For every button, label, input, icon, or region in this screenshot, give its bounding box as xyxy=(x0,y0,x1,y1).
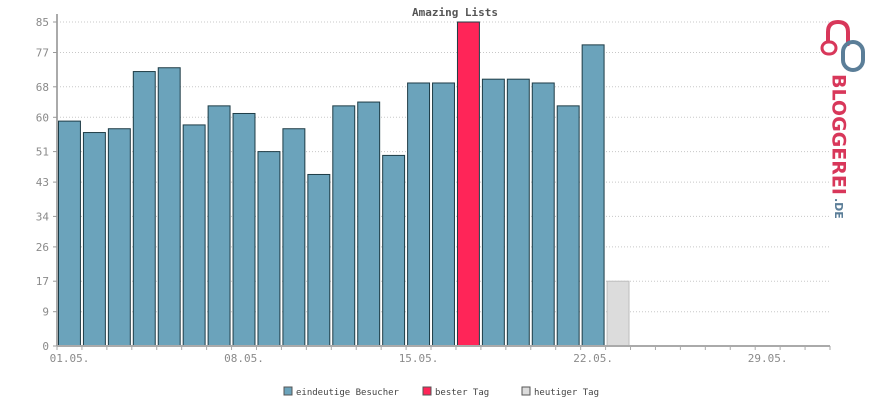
x-tick-label: 01.05. xyxy=(50,352,90,365)
y-tick-label: 43 xyxy=(36,176,49,189)
bar-best-day xyxy=(456,21,480,347)
bar-visitors xyxy=(481,78,505,347)
bar-visitors xyxy=(257,151,281,347)
bar-visitors xyxy=(232,112,256,347)
bar-visitors xyxy=(506,78,530,347)
y-tick-label: 0 xyxy=(42,340,49,353)
y-tick-label: 51 xyxy=(36,146,49,159)
bar-visitors xyxy=(282,128,306,347)
bar-visitors xyxy=(432,82,455,347)
legend: eindeutige Besucher bester Tag heutiger Ta… xyxy=(283,386,599,398)
bar-visitors xyxy=(107,128,131,347)
y-tick-label: 68 xyxy=(36,81,49,94)
x-axis-ticks: 01.05. 08.05. 15.05. 22.05. 29.05. xyxy=(50,346,831,365)
brand-domain-suffix: .DE xyxy=(832,198,845,219)
legend-swatch xyxy=(283,386,293,396)
x-tick-label: 08.05. xyxy=(224,352,264,365)
y-axis-ticks: 0 9 17 26 34 43 51 60 68 77 85 xyxy=(36,16,57,353)
y-tick-label: 60 xyxy=(36,111,49,124)
x-tick-label: 22.05. xyxy=(573,352,613,365)
y-tick-label: 9 xyxy=(42,306,49,319)
legend-label: eindeutige Besucher xyxy=(296,388,400,398)
y-tick-label: 17 xyxy=(36,275,49,288)
bar-visitors xyxy=(382,154,406,347)
bar-visitors xyxy=(307,173,331,347)
brand-name: BLOGGEREI xyxy=(828,74,850,195)
y-tick-label: 77 xyxy=(36,46,49,59)
bar-visitors xyxy=(581,44,605,347)
bar-visitors xyxy=(531,82,555,347)
bloggerei-logo: BLOGGEREI .DE xyxy=(820,19,865,219)
bar-visitors xyxy=(332,105,356,347)
x-tick-label: 29.05. xyxy=(748,352,788,365)
bar-visitors xyxy=(58,120,81,347)
bars xyxy=(58,21,630,347)
x-tick-label: 15.05. xyxy=(399,352,439,365)
chart-title: Amazing Lists xyxy=(412,6,498,19)
legend-label: heutiger Tag xyxy=(534,388,599,398)
bar-visitors xyxy=(357,101,381,347)
axes xyxy=(56,14,830,347)
bar-visitors xyxy=(407,82,431,347)
bar-visitors xyxy=(132,71,156,347)
y-tick-label: 85 xyxy=(36,16,49,29)
legend-label: bester Tag xyxy=(435,388,489,398)
bar-visitors xyxy=(82,132,106,347)
bar-today xyxy=(606,280,630,347)
y-tick-label: 34 xyxy=(36,210,50,223)
bar-visitors xyxy=(556,105,580,347)
bar-visitors xyxy=(207,105,231,347)
bar-visitors xyxy=(157,67,181,347)
bar-visitors xyxy=(182,124,206,347)
legend-swatch xyxy=(521,386,531,396)
bloggerei-logo-icon xyxy=(820,19,865,72)
legend-swatch xyxy=(422,386,432,396)
y-tick-label: 26 xyxy=(36,241,49,254)
